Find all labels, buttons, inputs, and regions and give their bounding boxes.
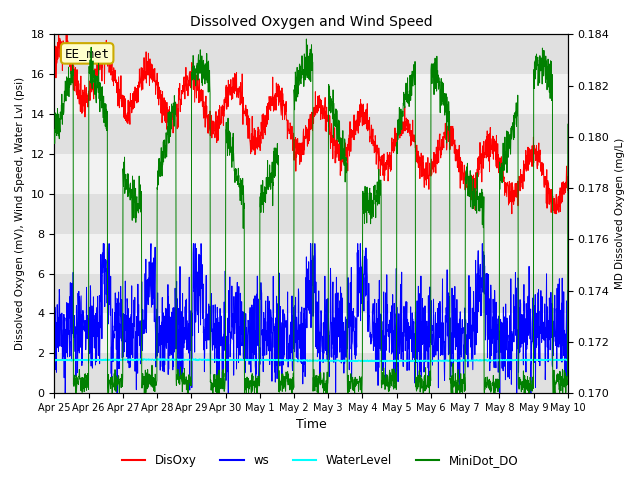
Bar xyxy=(54,154,568,194)
Bar xyxy=(54,74,568,114)
Bar xyxy=(54,234,568,274)
Bar xyxy=(54,313,568,353)
Title: Dissolved Oxygen and Wind Speed: Dissolved Oxygen and Wind Speed xyxy=(190,15,433,29)
X-axis label: Time: Time xyxy=(296,419,326,432)
Text: EE_met: EE_met xyxy=(65,47,109,60)
Y-axis label: MD Dissolved Oxygen (mg/L): MD Dissolved Oxygen (mg/L) xyxy=(615,138,625,289)
Legend: DisOxy, ws, WaterLevel, MiniDot_DO: DisOxy, ws, WaterLevel, MiniDot_DO xyxy=(117,449,523,472)
Y-axis label: Dissolved Oxygen (mV), Wind Speed, Water Lvl (psi): Dissolved Oxygen (mV), Wind Speed, Water… xyxy=(15,77,25,350)
